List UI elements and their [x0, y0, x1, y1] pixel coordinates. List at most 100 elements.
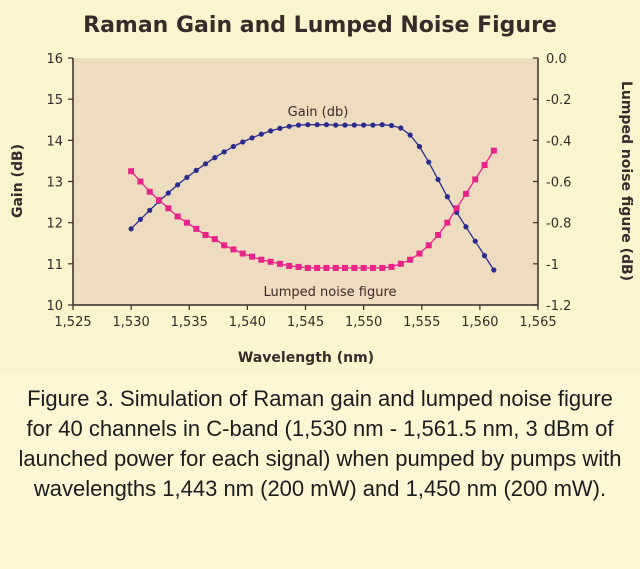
noise-point: [193, 225, 200, 232]
gain-point: [165, 190, 171, 196]
gain-point: [305, 122, 311, 128]
gain-point: [240, 139, 246, 145]
gain-point: [472, 238, 478, 244]
gain-point: [398, 125, 404, 131]
gain-point: [249, 135, 255, 141]
right-tick-label: -0.6: [546, 176, 571, 191]
gain-point: [258, 131, 264, 137]
noise-point: [174, 213, 181, 220]
x-tick-label: 1,565: [519, 315, 556, 330]
noise-point: [221, 242, 228, 249]
noise-point: [258, 256, 265, 263]
right-tick-label: 0.0: [546, 52, 567, 67]
chart-svg: Raman Gain and Lumped Noise Figure 1,525…: [10, 13, 634, 366]
noise-point: [462, 190, 469, 197]
right-tick-label: -0.4: [546, 134, 571, 149]
gain-point: [268, 128, 274, 134]
gain-point: [351, 122, 357, 128]
noise-point: [416, 250, 423, 257]
gain-point: [147, 207, 153, 213]
noise-point: [156, 197, 163, 204]
gain-point: [277, 125, 283, 131]
noise-point: [472, 176, 479, 183]
noise-point: [295, 263, 302, 270]
left-axis-title: Gain (dB): [10, 144, 26, 218]
noise-point: [128, 168, 135, 175]
left-tick-label: 11: [46, 258, 63, 273]
left-tick-label: 16: [46, 52, 63, 67]
gain-point: [128, 226, 134, 232]
noise-point: [202, 232, 209, 239]
right-tick-label: -0.8: [546, 217, 571, 232]
noise-point: [369, 264, 376, 271]
noise-line: [130, 150, 495, 269]
x-tick-label: 1,560: [461, 315, 498, 330]
noise-series: [128, 147, 497, 271]
gain-point: [323, 122, 330, 128]
gain-point: [370, 122, 376, 128]
noise-point: [481, 162, 488, 169]
noise-point: [425, 242, 432, 249]
gain-line: [130, 124, 495, 271]
noise-annotation: Lumped noise figure: [264, 285, 397, 300]
chart-title: Raman Gain and Lumped Noise Figure: [83, 13, 557, 38]
gain-point: [342, 122, 348, 128]
noise-point: [407, 256, 414, 263]
gain-point: [175, 182, 181, 188]
gain-point: [221, 149, 227, 155]
axes: 1,525 1,530 1,535 1,540 1,545 1,550 1,555 1,560…: [46, 52, 571, 330]
x-tick-label: 1,530: [113, 315, 150, 330]
gain-point: [361, 122, 367, 128]
x-tick-label: 1,535: [171, 315, 208, 330]
noise-point: [444, 219, 451, 226]
gain-point: [416, 143, 423, 150]
gain-point: [212, 155, 218, 161]
x-axis-title: Wavelength (nm): [238, 350, 374, 366]
x-tick-label: 1,555: [403, 315, 440, 330]
gain-point: [184, 174, 190, 180]
gain-point: [388, 122, 395, 129]
right-tick-label: -0.2: [546, 93, 571, 108]
noise-point: [211, 236, 218, 243]
gain-point: [481, 253, 488, 259]
x-tick-label: 1,525: [54, 315, 91, 330]
gain-point: [491, 267, 497, 273]
right-tick-label: -1: [546, 258, 559, 273]
noise-point: [397, 260, 404, 267]
noise-point: [239, 250, 246, 257]
noise-point: [304, 264, 311, 271]
noise-point: [351, 264, 358, 271]
right-axis-title: Lumped noise figure (dB): [618, 81, 634, 281]
gain-point: [295, 122, 302, 128]
noise-point: [276, 260, 283, 267]
right-tick-label: -1.2: [546, 299, 571, 314]
noise-point: [165, 205, 172, 212]
x-tick-label: 1,545: [287, 315, 324, 330]
plot-area: [73, 58, 538, 305]
gain-annotation: Gain (db): [288, 105, 349, 120]
gain-point: [379, 122, 385, 128]
noise-point: [267, 258, 274, 265]
figure-caption: Figure 3. Simulation of Raman gain and l…: [18, 386, 622, 501]
gain-point: [286, 123, 292, 129]
gain-point: [426, 159, 432, 165]
left-tick-label: 10: [46, 299, 63, 314]
noise-point: [453, 205, 460, 212]
noise-point: [490, 147, 497, 154]
noise-point: [146, 188, 153, 195]
gain-point: [407, 132, 413, 138]
noise-point: [183, 219, 190, 226]
gain-point: [193, 167, 199, 173]
noise-point: [137, 178, 144, 185]
gain-point: [333, 122, 339, 128]
noise-point: [286, 262, 293, 269]
noise-point: [388, 263, 395, 270]
left-tick-label: 14: [46, 134, 63, 149]
x-tick-label: 1,540: [229, 315, 266, 330]
left-tick-label: 15: [46, 93, 63, 108]
gain-point: [463, 224, 469, 230]
noise-point: [323, 264, 330, 271]
noise-point: [360, 264, 367, 271]
x-tick-label: 1,550: [345, 315, 382, 330]
noise-point: [314, 264, 321, 271]
